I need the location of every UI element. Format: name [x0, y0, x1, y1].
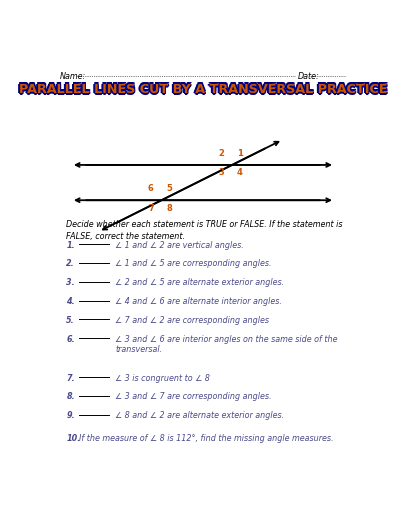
Text: PARALLEL LINES CUT BY A TRANSVERSAL PRACTICE: PARALLEL LINES CUT BY A TRANSVERSAL PRAC…: [19, 82, 387, 96]
Text: 7.: 7.: [67, 374, 75, 383]
Text: Name:: Name:: [60, 72, 86, 81]
Text: 3: 3: [219, 168, 225, 178]
Text: 4.: 4.: [67, 297, 75, 306]
Text: ∠ 4 and ∠ 6 are alternate interior angles.: ∠ 4 and ∠ 6 are alternate interior angle…: [116, 297, 282, 306]
Text: 4: 4: [237, 168, 243, 178]
Text: ∠ 7 and ∠ 2 are corresponding angles: ∠ 7 and ∠ 2 are corresponding angles: [116, 316, 270, 325]
Text: PARALLEL LINES CUT BY A TRANSVERSAL PRACTICE: PARALLEL LINES CUT BY A TRANSVERSAL PRAC…: [20, 81, 388, 95]
Text: 5.: 5.: [67, 316, 75, 325]
Text: PARALLEL LINES CUT BY A TRANSVERSAL PRACTICE: PARALLEL LINES CUT BY A TRANSVERSAL PRAC…: [20, 84, 388, 97]
Text: ∠ 3 and ∠ 7 are corresponding angles.: ∠ 3 and ∠ 7 are corresponding angles.: [116, 392, 272, 401]
Text: 3.: 3.: [67, 278, 75, 287]
Text: 2: 2: [219, 149, 225, 158]
Text: 8.: 8.: [67, 392, 75, 401]
Text: 1.: 1.: [67, 241, 75, 249]
Text: PARALLEL LINES CUT BY A TRANSVERSAL PRACTICE: PARALLEL LINES CUT BY A TRANSVERSAL PRAC…: [18, 84, 386, 97]
Text: PARALLEL LINES CUT BY A TRANSVERSAL PRACTICE: PARALLEL LINES CUT BY A TRANSVERSAL PRAC…: [17, 82, 386, 96]
Text: 10.: 10.: [67, 434, 81, 443]
Text: 6: 6: [148, 184, 154, 193]
Text: PARALLEL LINES CUT BY A TRANSVERSAL PRACTICE: PARALLEL LINES CUT BY A TRANSVERSAL PRAC…: [19, 84, 387, 98]
Text: 2.: 2.: [67, 260, 75, 268]
Text: ∠ 2 and ∠ 5 are alternate exterior angles.: ∠ 2 and ∠ 5 are alternate exterior angle…: [116, 278, 285, 287]
Text: If the measure of ∠ 8 is 112°, find the missing angle measures.: If the measure of ∠ 8 is 112°, find the …: [79, 434, 333, 443]
Text: PARALLEL LINES CUT BY A TRANSVERSAL PRACTICE: PARALLEL LINES CUT BY A TRANSVERSAL PRAC…: [18, 81, 386, 95]
Text: PARALLEL LINES CUT BY A TRANSVERSAL PRACTICE: PARALLEL LINES CUT BY A TRANSVERSAL PRAC…: [20, 82, 388, 96]
Text: Decide whether each statement is TRUE or FALSE. If the statement is
FALSE, corre: Decide whether each statement is TRUE or…: [67, 220, 343, 241]
Text: ∠ 1 and ∠ 5 are corresponding angles.: ∠ 1 and ∠ 5 are corresponding angles.: [116, 260, 272, 268]
Text: ∠ 1 and ∠ 2 are vertical angles.: ∠ 1 and ∠ 2 are vertical angles.: [116, 241, 244, 249]
Text: 8: 8: [166, 204, 172, 213]
Text: 1: 1: [237, 149, 243, 158]
Text: ∠ 3 is congruent to ∠ 8: ∠ 3 is congruent to ∠ 8: [116, 374, 210, 383]
Text: PARALLEL LINES CUT BY A TRANSVERSAL PRACTICE: PARALLEL LINES CUT BY A TRANSVERSAL PRAC…: [19, 80, 387, 94]
Text: ∠ 8 and ∠ 2 are alternate exterior angles.: ∠ 8 and ∠ 2 are alternate exterior angle…: [116, 411, 285, 420]
Text: 6.: 6.: [67, 334, 75, 344]
Text: 5: 5: [166, 184, 172, 193]
Text: 9.: 9.: [67, 411, 75, 420]
Text: ∠ 3 and ∠ 6 are interior angles on the same side of the
transversal.: ∠ 3 and ∠ 6 are interior angles on the s…: [116, 334, 338, 354]
Text: 7: 7: [148, 204, 154, 213]
Text: Date:: Date:: [298, 72, 320, 81]
